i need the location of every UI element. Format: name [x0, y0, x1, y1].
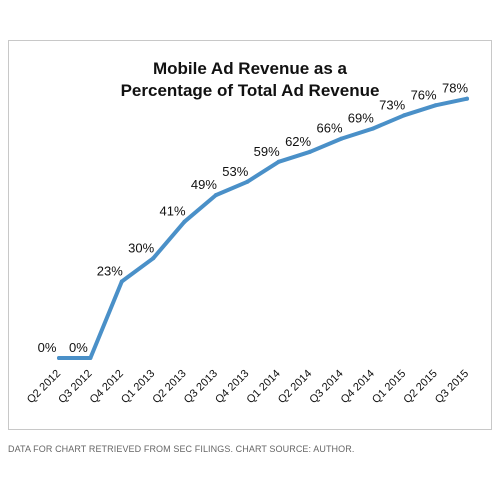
- x-tick-label: Q4 2013: [213, 368, 251, 406]
- x-tick-label: Q4 2012: [88, 368, 126, 406]
- x-tick-label: Q3 2012: [56, 368, 94, 406]
- x-tick-label: Q1 2014: [245, 368, 283, 406]
- data-label: 30%: [128, 240, 154, 255]
- data-label: 73%: [379, 97, 405, 112]
- data-point: [339, 136, 344, 141]
- data-label: 78%: [442, 81, 468, 96]
- plot-area: 0% 0% 23% 30% 41% 49% 53% 59% 62% 66% 69% 73% 76% 78%…: [25, 81, 471, 406]
- data-point: [151, 256, 156, 261]
- data-point: [88, 356, 93, 360]
- source-note: DATA FOR CHART RETRIEVED FROM SEC FILING…: [8, 444, 355, 454]
- data-label: 69%: [348, 111, 374, 126]
- x-tick-label: Q2 2014: [276, 368, 314, 406]
- data-point: [402, 113, 407, 118]
- x-tick-label: Q2 2013: [150, 368, 188, 406]
- data-point: [182, 219, 187, 224]
- data-point: [57, 356, 61, 360]
- line-chart: Mobile Ad Revenue as a Percentage of Tot…: [25, 59, 471, 406]
- data-label: 53%: [222, 164, 248, 179]
- x-tick-label: Q4 2014: [339, 368, 377, 406]
- data-label: 23%: [97, 264, 123, 279]
- series-line: [57, 96, 469, 360]
- data-point: [308, 149, 313, 154]
- data-label: 0%: [38, 340, 57, 355]
- data-point: [370, 126, 375, 131]
- chart-title-line-1: Mobile Ad Revenue as a: [153, 59, 348, 78]
- data-label: 62%: [285, 134, 311, 149]
- data-label: 59%: [254, 144, 280, 159]
- chart-title-line-2: Percentage of Total Ad Revenue: [121, 81, 380, 100]
- data-label: 66%: [316, 121, 342, 136]
- x-tick-label: Q3 2014: [307, 368, 345, 406]
- x-tick-label: Q1 2015: [370, 368, 408, 406]
- data-label: 41%: [159, 204, 185, 219]
- chart-frame: [8, 40, 492, 430]
- data-point: [465, 96, 469, 101]
- data-point: [276, 159, 281, 164]
- data-point: [213, 193, 218, 198]
- x-tick-label: Q2 2015: [401, 368, 439, 406]
- x-tick-label: Q3 2013: [182, 368, 220, 406]
- data-point: [433, 103, 438, 108]
- data-label: 49%: [191, 177, 217, 192]
- x-tick-label: Q3 2015: [433, 368, 471, 406]
- x-tick-label: Q2 2012: [25, 368, 63, 406]
- x-tick-label: Q1 2013: [119, 368, 157, 406]
- data-label: 76%: [411, 87, 437, 102]
- data-point: [119, 279, 124, 284]
- data-point: [245, 179, 250, 184]
- data-label: 0%: [69, 340, 88, 355]
